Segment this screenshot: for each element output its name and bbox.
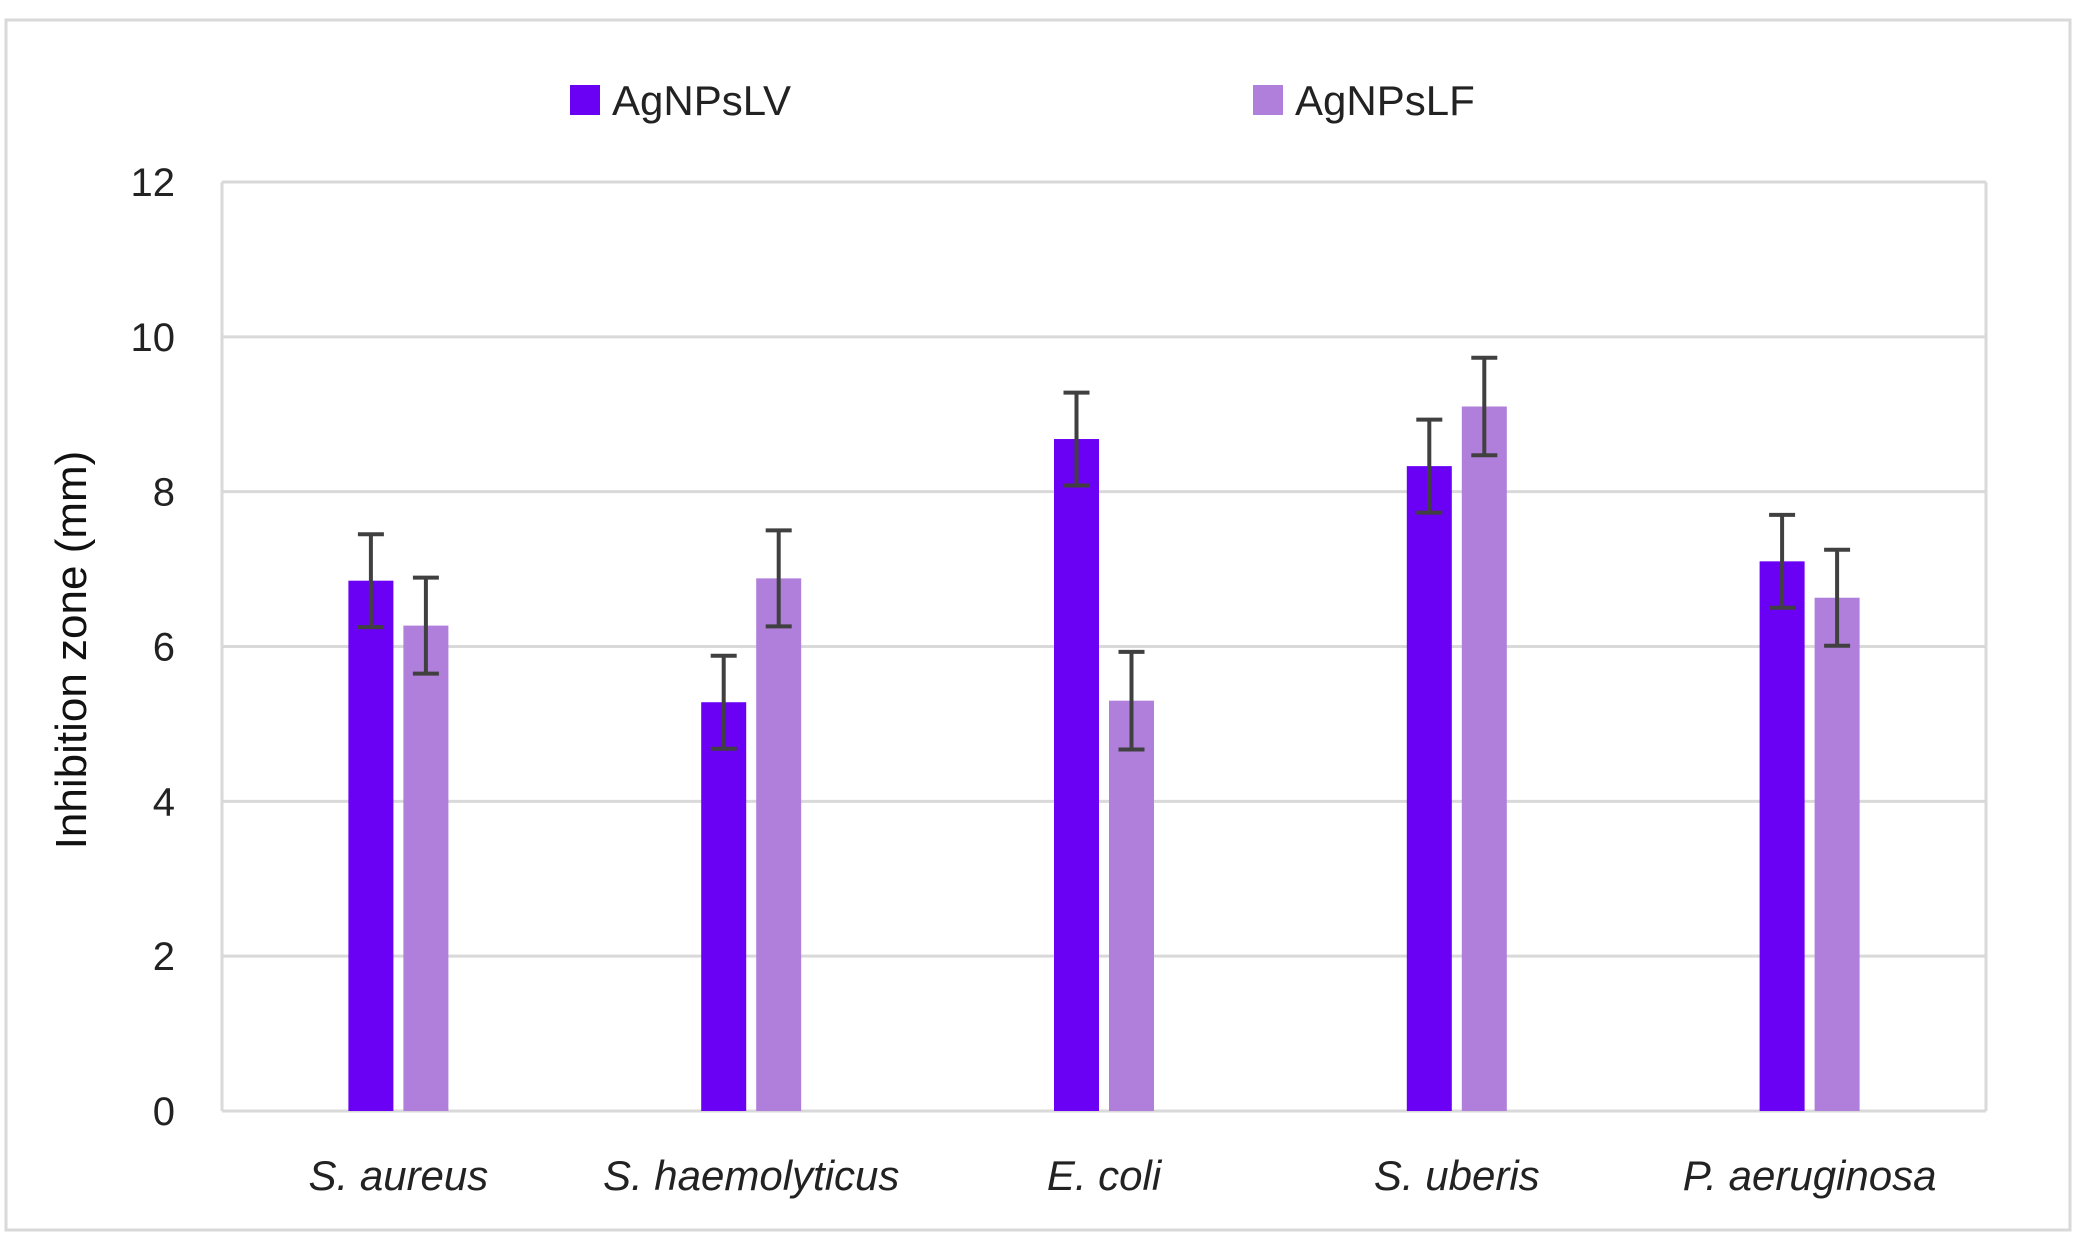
bar-agnpslf-e-coli	[1109, 700, 1154, 1111]
y-tick-label-0: 0	[153, 1090, 175, 1134]
bar-agnpslv-p-aeruginosa	[1759, 561, 1805, 1111]
x-category-label-s-haemolyticus: S. haemolyticus	[603, 1152, 899, 1199]
y-tick-label-4: 4	[153, 780, 175, 824]
x-category-label-s-aureus: S. aureus	[309, 1152, 489, 1199]
bar-agnpslv-s-uberis	[1406, 466, 1452, 1112]
bar-agnpslv-e-coli	[1054, 439, 1099, 1112]
y-tick-label-2: 2	[153, 935, 175, 979]
gridlines	[220, 180, 1988, 1113]
legend-swatch-agnpslv	[570, 85, 600, 115]
error-bars	[357, 355, 1851, 752]
y-axis-title: Inhibition zone (mm)	[47, 451, 96, 850]
x-axis-category-labels: S. aureus S. haemolyticus E. coli S. uberis…	[309, 1152, 1937, 1199]
legend-label-agnpslf: AgNPsLF	[1295, 77, 1475, 124]
y-tick-label-10: 10	[131, 316, 176, 360]
bar-agnpslf-s-uberis	[1461, 406, 1507, 1112]
y-tick-label-12: 12	[131, 161, 176, 205]
bar-agnpslf-p-aeruginosa	[1814, 597, 1860, 1111]
legend: AgNPsLV AgNPsLF	[570, 77, 1475, 124]
y-axis-ticks: 0 2 4 6 8 10 12	[131, 161, 176, 1134]
legend-label-agnpslv: AgNPsLV	[612, 77, 791, 124]
bar-agnpslv-s-aureus	[348, 580, 394, 1111]
x-category-label-e-coli: E. coli	[1047, 1152, 1163, 1199]
y-tick-label-8: 8	[153, 471, 175, 515]
x-category-label-s-uberis: S. uberis	[1374, 1152, 1540, 1199]
y-tick-label-6: 6	[153, 626, 175, 670]
bar-agnpslf-s-haemolyticus	[756, 578, 802, 1111]
legend-swatch-agnpslf	[1253, 85, 1283, 115]
x-category-label-p-aeruginosa: P. aeruginosa	[1683, 1152, 1937, 1199]
bar-agnpslf-s-aureus	[403, 625, 449, 1111]
bars	[348, 406, 1860, 1112]
bar-agnpslv-s-haemolyticus	[701, 702, 747, 1111]
